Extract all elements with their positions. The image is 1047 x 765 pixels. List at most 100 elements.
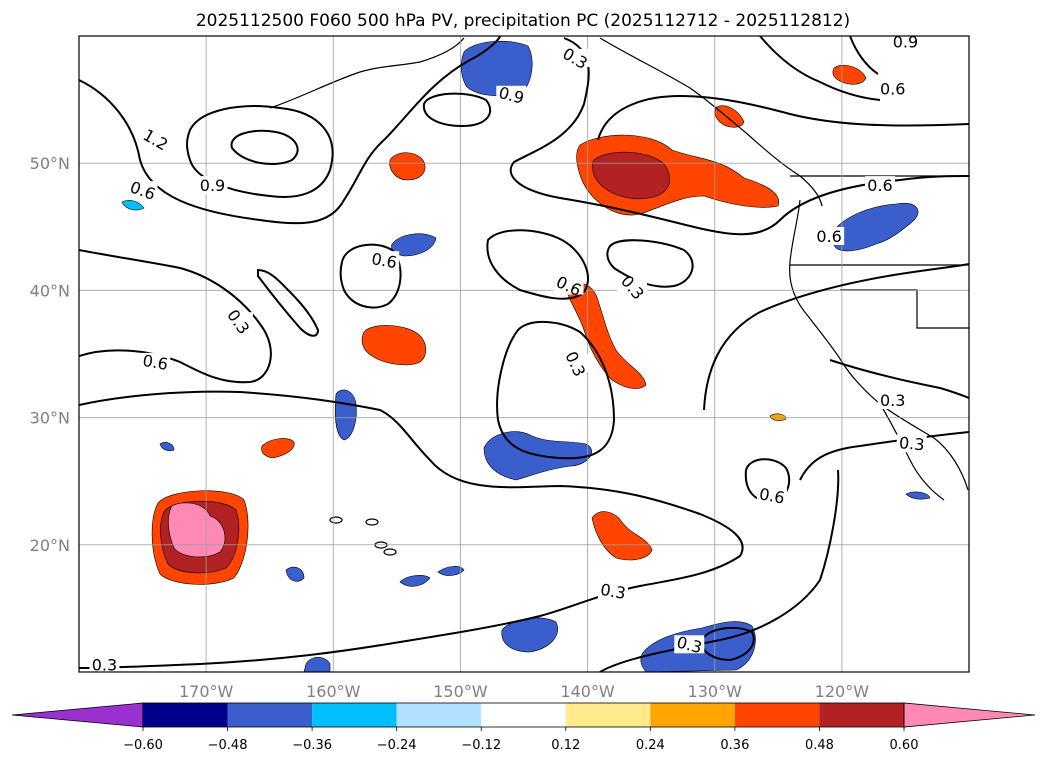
map-frame (78, 35, 970, 673)
contour-label: 0.3 (561, 348, 589, 379)
colorbar-segment (312, 703, 397, 727)
lat-tick-label: 30°N (30, 409, 70, 428)
contour-0p6-ne4 (849, 36, 879, 75)
colorbar-tick-label: −0.12 (461, 738, 501, 753)
border-or-ca (840, 289, 969, 329)
contour-0p3-loop-south (700, 626, 755, 662)
contour-label: 0.6 (758, 484, 786, 507)
contour-0p9-north (422, 92, 492, 128)
precip-neg-central (334, 389, 357, 441)
colorbar-tick-label: −0.24 (377, 738, 417, 753)
contour-0p6-loop-nw (339, 243, 402, 309)
coast-baja (879, 403, 945, 501)
contour-label-bg (197, 176, 228, 195)
contour-labels: 1.2 0.9 0.6 0.9 0.3 0.6 0.3 0.6 0.6 0.3 0.3 0.6 0.6 0… (89, 32, 927, 675)
contour-0p3-stretch (257, 268, 320, 337)
contour-label-bg (617, 277, 648, 296)
colorbar-segment (396, 703, 482, 727)
coastlines (269, 37, 969, 556)
contour-0p3-se (799, 431, 969, 481)
contour-0p6-ne2 (597, 94, 969, 141)
colorbar-segment (227, 703, 313, 727)
contour-label-bg (369, 251, 400, 270)
contour-label-bg (140, 352, 171, 371)
colorbar-tick-label: −0.48 (208, 738, 248, 753)
colorbar-tick-label: 0.60 (890, 738, 919, 753)
lon-tick-label: 140°W (560, 682, 615, 701)
precip-blob-nw (389, 152, 426, 181)
contour-label: 0.3 (898, 433, 925, 454)
contour-label: 0.9 (893, 32, 918, 51)
contour-label-bg (598, 581, 628, 600)
colorbar-segment (565, 703, 651, 727)
contour-label: 0.3 (617, 272, 648, 304)
colorbar: −0.60 −0.48 −0.36 −0.24 −0.12 0.12 0.24 0.36 0.4… (11, 702, 1036, 753)
colorbar-tick-label: 0.24 (636, 738, 665, 753)
precip-neg-dateline (121, 200, 145, 211)
lat-tick-label: 20°N (30, 536, 70, 555)
colorbar-tick-label: −0.36 (292, 738, 332, 753)
colorbar-segment (734, 703, 820, 727)
hawaii-island-3 (383, 548, 397, 556)
contour-label-bg (877, 79, 908, 98)
contour-0p3-se-bottom (599, 469, 840, 672)
chart-title: 2025112500 F060 500 hPa PV, precipitatio… (196, 11, 850, 31)
contour-label-bg (674, 635, 705, 654)
colorbar-tick-label: 0.36 (720, 738, 749, 753)
precip-neg-small-4 (905, 491, 931, 500)
contour-0p3-loop-c2 (606, 239, 694, 288)
contour-label: 0.3 (880, 391, 905, 410)
colorbar-extend-low (11, 702, 144, 728)
contour-0p3-east (703, 263, 969, 411)
precip-blob-bc (832, 65, 867, 85)
contour-label-bg (553, 276, 584, 295)
precip-blob-south (591, 511, 653, 561)
contour-label-bg (496, 85, 527, 104)
contour-1p2 (230, 129, 299, 165)
precip-neg-small-6 (303, 656, 331, 672)
precip-neg-small-3 (437, 566, 465, 576)
colorbar-segment (143, 703, 228, 727)
contour-label: 0.3 (92, 656, 117, 675)
colorbar-tick-label: 0.12 (551, 738, 580, 753)
contour-label-bg (814, 226, 845, 245)
precip-blob-band (565, 282, 647, 389)
lon-tick-label: 120°W (815, 682, 870, 701)
contour-label: 0.6 (370, 249, 398, 272)
contour-label: 0.3 (559, 44, 591, 73)
axis-ticks: 170°W 160°W 150°W 140°W 130°W 120°W 20°N 30°N 40… (30, 154, 870, 701)
contour-label-bg (865, 176, 895, 195)
precip-neg-small-5 (159, 442, 175, 452)
hawaii-island-2 (329, 516, 343, 524)
contour-0p9-west (186, 105, 334, 198)
contour-0p3-c (496, 320, 616, 460)
contour-label: 0.6 (141, 351, 169, 374)
contour-label-bg (877, 391, 908, 410)
contour-0p6-ne3 (759, 36, 881, 101)
colorbar-tick-label: −0.60 (123, 738, 163, 753)
contour-0p6-loop-se (744, 458, 791, 504)
contour-label-bg (559, 48, 590, 67)
colorbar-frame (142, 702, 905, 728)
precip-shading (121, 40, 931, 672)
colorbar-segment (819, 703, 904, 727)
contour-label-bg (140, 130, 171, 149)
precip-blob-central (361, 325, 427, 366)
contour-label: 0.9 (200, 176, 225, 195)
hawaii-island-1 (365, 518, 379, 526)
coast-alaska (269, 37, 465, 109)
lon-tick-label: 170°W (179, 682, 234, 701)
contour-label-bg (896, 434, 927, 453)
precip-blob-dateline-peak (168, 502, 226, 558)
lon-tick-label: 130°W (688, 682, 743, 701)
contour-label-bg (222, 312, 253, 331)
contour-label: 0.6 (816, 227, 841, 246)
precip-neg-small-1 (285, 566, 305, 582)
precip-neg-small-2 (399, 575, 431, 587)
colorbar-extend-high (903, 702, 1036, 728)
contour-label-bg (559, 354, 590, 373)
contour-0p3-baja-up (829, 359, 969, 399)
map-area: 1.2 0.9 0.6 0.9 0.3 0.6 0.3 0.6 0.6 0.3 0.3 0.6 0.6 0… (79, 32, 969, 675)
lat-tick-label: 50°N (30, 154, 70, 173)
